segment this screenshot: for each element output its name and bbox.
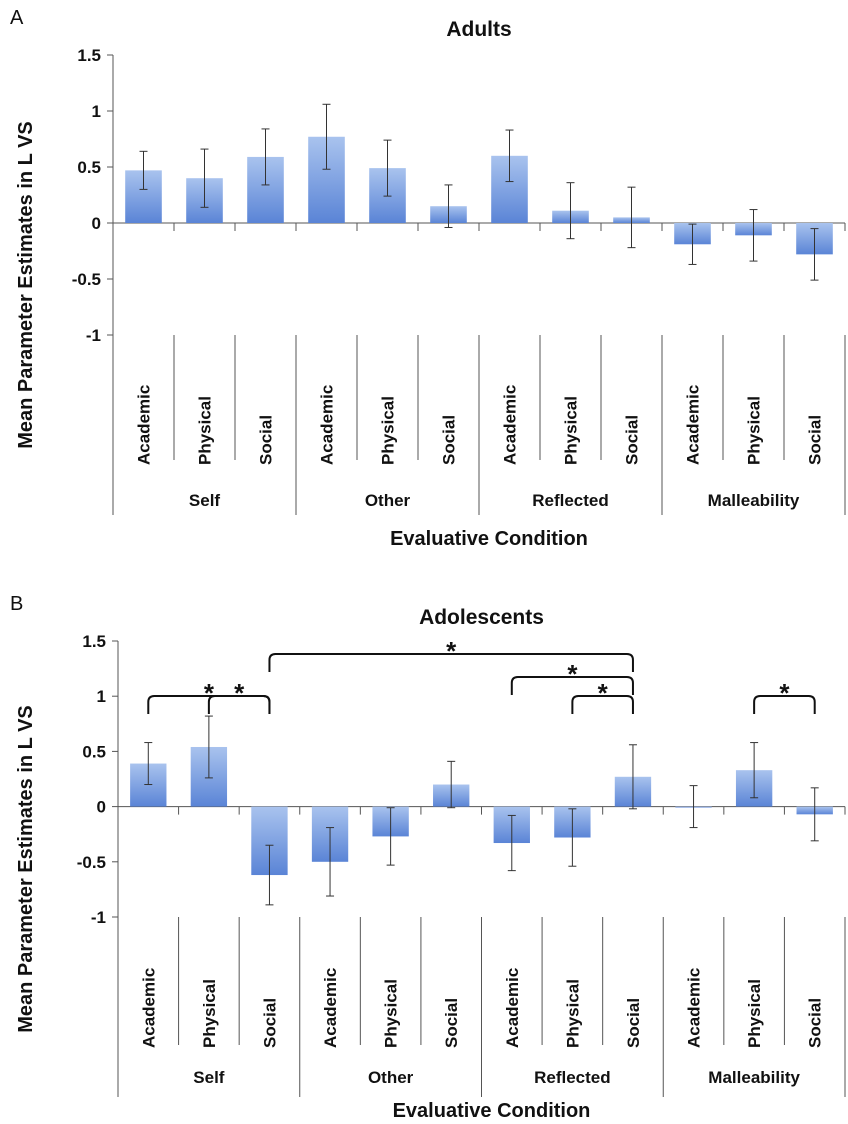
x-tick-label: Physical xyxy=(745,979,764,1048)
panel-b: B Adolescents 1.5 1 0.5 0 -0.5 -1 Academic Physic… xyxy=(10,593,846,1122)
x-tick-label: Social xyxy=(624,998,643,1048)
group-label: Reflected xyxy=(532,491,609,510)
y-tick-label: 0 xyxy=(97,798,106,817)
y-axis-label: Mean Parameter Estimates in L VS xyxy=(15,121,37,449)
x-tick-label: Physical xyxy=(563,979,582,1048)
x-tick-label: Social xyxy=(806,415,825,465)
y-tick-label: -0.5 xyxy=(72,270,101,289)
group-label: Malleability xyxy=(708,1068,800,1087)
x-axis-label: Evaluative Condition xyxy=(390,528,588,550)
x-tick-label: Academic xyxy=(139,968,158,1048)
significance-bracket xyxy=(510,676,634,695)
y-tick-label: 1.5 xyxy=(77,46,101,65)
x-tick-label: Physical xyxy=(200,979,219,1048)
x-tick-label: Academic xyxy=(321,968,340,1048)
group-label: Self xyxy=(189,491,221,510)
chart-title: Adults xyxy=(446,18,511,41)
panel-letter: B xyxy=(10,593,23,615)
x-tick-label: Academic xyxy=(318,385,337,465)
y-tick-label: 1 xyxy=(92,102,101,121)
significance-bracket xyxy=(753,695,816,714)
y-tick-label: -1 xyxy=(86,326,101,345)
significance-marker: * xyxy=(779,678,790,708)
x-tick-label: Academic xyxy=(685,968,704,1048)
panel-a: A Adults 1.5 1 0.5 0 -0.5 -1 Academic Physical Soc… xyxy=(10,7,846,550)
x-tick-label: Social xyxy=(260,998,279,1048)
x-tick-label: Academic xyxy=(503,968,522,1048)
y-tick-label: 0.5 xyxy=(82,742,106,761)
x-tick-label: Academic xyxy=(684,385,703,465)
panel-letter: A xyxy=(10,7,24,29)
group-label: Reflected xyxy=(534,1068,611,1087)
x-tick-label: Social xyxy=(623,415,642,465)
significance-marker: * xyxy=(234,678,245,708)
y-tick-label: 1.5 xyxy=(82,632,106,651)
x-axis-label: Evaluative Condition xyxy=(393,1100,591,1122)
x-tick-label: Academic xyxy=(501,385,520,465)
y-tick-label: -0.5 xyxy=(77,853,106,872)
group-label: Other xyxy=(365,491,411,510)
chart-title: Adolescents xyxy=(419,606,544,629)
significance-bracket xyxy=(207,695,271,714)
x-tick-label: Social xyxy=(440,415,459,465)
x-tick-label: Academic xyxy=(135,385,154,465)
group-label: Self xyxy=(193,1068,225,1087)
x-tick-label: Physical xyxy=(562,396,581,465)
y-tick-label: 0.5 xyxy=(77,158,101,177)
y-tick-label: 0 xyxy=(92,214,101,233)
x-tick-label: Physical xyxy=(196,396,215,465)
significance-marker: * xyxy=(446,636,457,666)
y-tick-label: -1 xyxy=(91,908,106,927)
group-label: Other xyxy=(368,1068,414,1087)
y-tick-label: 1 xyxy=(97,687,106,706)
group-label: Malleability xyxy=(708,491,800,510)
significance-marker: * xyxy=(567,659,578,689)
significance-bracket xyxy=(571,695,634,714)
significance-marker: * xyxy=(204,678,215,708)
significance-marker: * xyxy=(598,678,609,708)
x-tick-label: Social xyxy=(257,415,276,465)
x-tick-label: Social xyxy=(442,998,461,1048)
x-tick-label: Physical xyxy=(379,396,398,465)
x-tick-label: Social xyxy=(806,998,825,1048)
significance-bracket xyxy=(268,653,634,672)
x-tick-label: Physical xyxy=(745,396,764,465)
x-tick-label: Physical xyxy=(382,979,401,1048)
y-axis-label: Mean Parameter Estimates in L VS xyxy=(15,705,37,1033)
